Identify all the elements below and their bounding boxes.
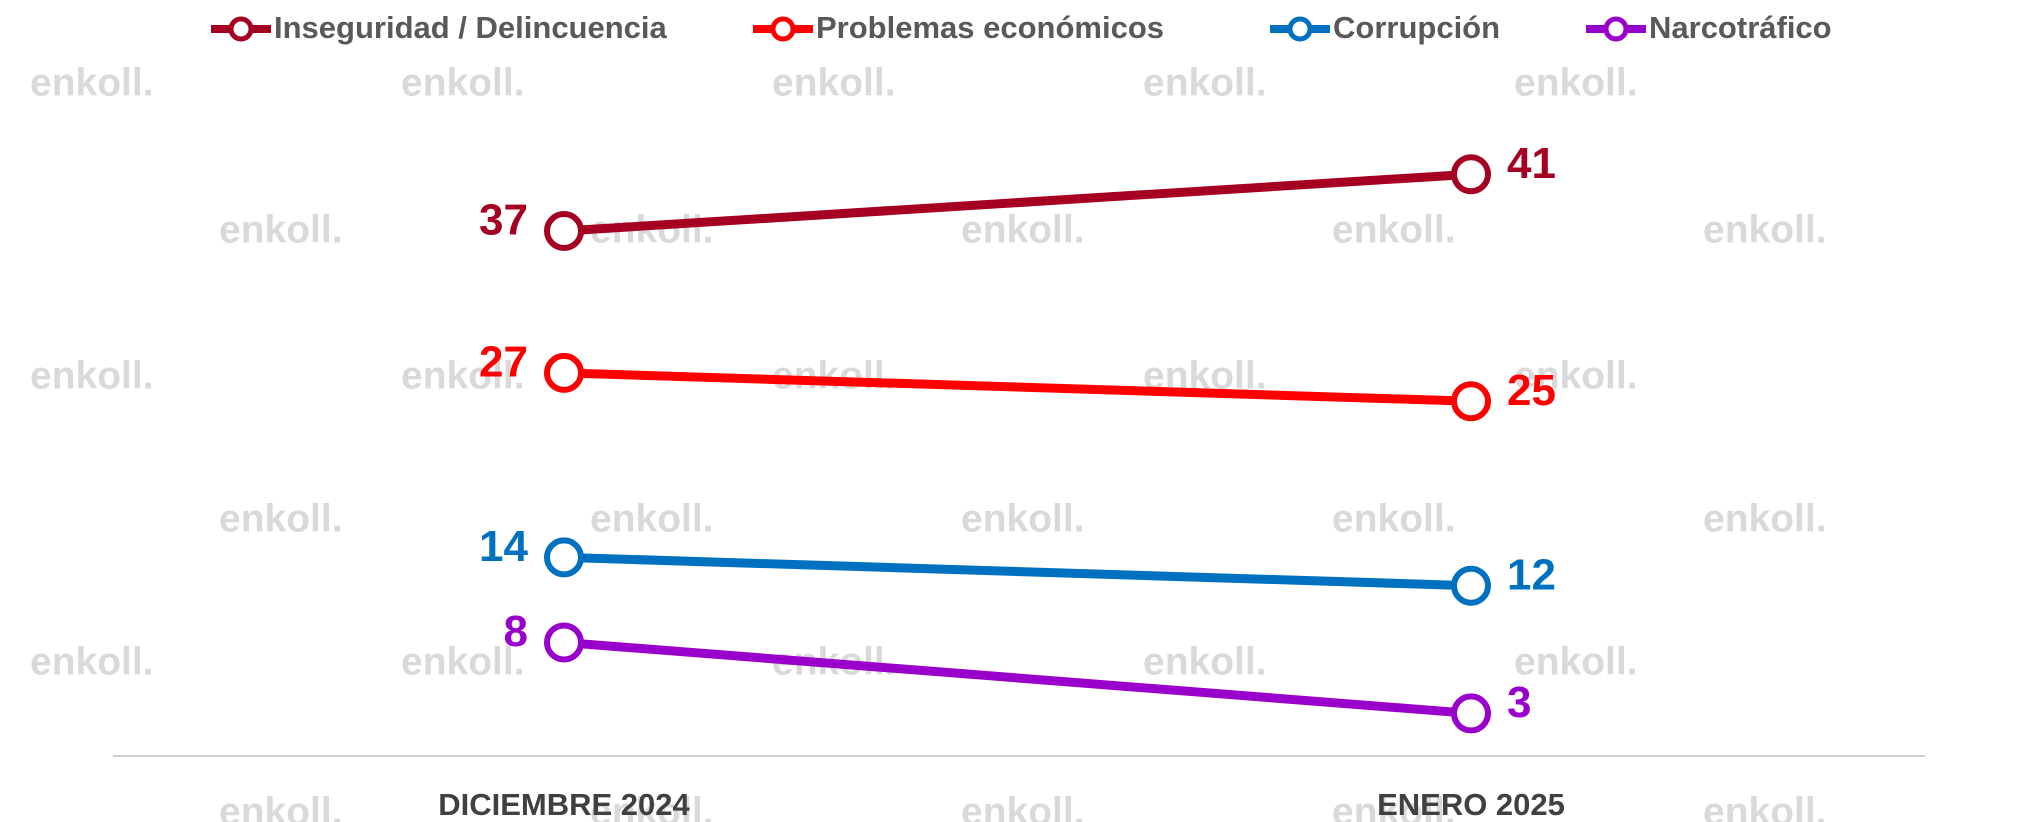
watermark: enkoll. [1703, 208, 1827, 251]
series-line [563, 552, 1472, 591]
point-marker [1451, 565, 1491, 606]
point-marker [1451, 154, 1491, 195]
watermark: enkoll. [961, 790, 1085, 822]
watermark: enkoll. [401, 354, 525, 397]
data-label: 27 [479, 337, 528, 386]
data-label: 8 [504, 607, 528, 656]
x-tick-label: ENERO 2025 [1377, 787, 1565, 822]
watermark: enkoll. [219, 208, 343, 251]
data-label: 37 [479, 196, 528, 245]
watermark: enkoll. [1514, 354, 1638, 397]
legend-marker [770, 16, 796, 42]
watermark: enkoll. [1703, 790, 1827, 822]
watermark: enkoll. [772, 61, 896, 104]
point-marker [544, 352, 584, 393]
watermark: enkoll. [961, 497, 1085, 540]
data-label: 14 [479, 522, 528, 571]
watermark: enkoll. [1332, 790, 1456, 822]
data-label: 25 [1507, 366, 1556, 415]
watermark: enkoll. [401, 640, 525, 683]
point-marker [1451, 381, 1491, 422]
point-marker [1451, 693, 1491, 734]
point-marker [544, 622, 584, 663]
watermark: enkoll. [1703, 497, 1827, 540]
series-line [563, 368, 1472, 406]
watermark: enkoll. [401, 61, 525, 104]
legend-label: Corrupción [1333, 10, 1500, 45]
data-label: 12 [1507, 550, 1556, 599]
watermark: enkoll. [30, 61, 154, 104]
series-line [563, 169, 1472, 236]
watermark: enkoll. [219, 790, 343, 822]
legend-marker [1603, 16, 1629, 42]
legend-label: Problemas económicos [816, 10, 1164, 45]
point-marker [544, 210, 584, 251]
watermark: enkoll. [1514, 640, 1638, 683]
legend-label: Inseguridad / Delincuencia [274, 10, 668, 45]
watermark: enkoll. [30, 640, 154, 683]
data-label: 41 [1507, 139, 1556, 188]
legend-marker [228, 16, 254, 42]
watermark: enkoll. [219, 497, 343, 540]
watermark: enkoll. [590, 790, 714, 822]
watermark: enkoll. [1332, 208, 1456, 251]
watermark: enkoll. [1332, 497, 1456, 540]
watermarks: enkoll. enkoll. enkoll. enkoll. enkoll. enkol… [30, 61, 1827, 822]
watermark: enkoll. [30, 354, 154, 397]
watermark: enkoll. [1143, 640, 1267, 683]
point-marker [544, 537, 584, 578]
x-tick-label: DICIEMBRE 2024 [438, 787, 690, 822]
watermark: enkoll. [1143, 61, 1267, 104]
series-line [563, 637, 1472, 718]
watermark: enkoll. [590, 497, 714, 540]
watermark: enkoll. [1514, 61, 1638, 104]
legend-marker [1287, 16, 1313, 42]
watermark: enkoll. [961, 208, 1085, 251]
data-label: 3 [1507, 678, 1531, 727]
legend-label: Narcotráfico [1649, 10, 1832, 45]
